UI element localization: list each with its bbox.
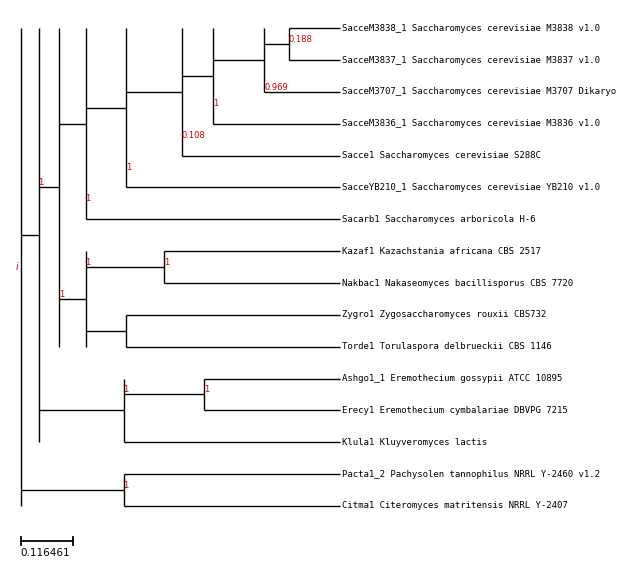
Text: Pacta1_2 Pachysolen tannophilus NRRL Y-2460 v1.2: Pacta1_2 Pachysolen tannophilus NRRL Y-2… xyxy=(342,470,600,479)
Text: SacceM3838_1 Saccharomyces cerevisiae M3838 v1.0: SacceM3838_1 Saccharomyces cerevisiae M3… xyxy=(342,24,600,33)
Text: 0.188: 0.188 xyxy=(289,35,313,44)
Text: 0.116461: 0.116461 xyxy=(20,548,70,558)
Text: Torde1 Torulaspora delbrueckii CBS 1146: Torde1 Torulaspora delbrueckii CBS 1146 xyxy=(342,342,552,351)
Text: 1: 1 xyxy=(164,258,169,267)
Text: Citma1 Citeromyces matritensis NRRL Y-2407: Citma1 Citeromyces matritensis NRRL Y-24… xyxy=(342,501,568,511)
Text: Kazaf1 Kazachstania africana CBS 2517: Kazaf1 Kazachstania africana CBS 2517 xyxy=(342,247,541,256)
Text: SacceM3837_1 Saccharomyces cerevisiae M3837 v1.0: SacceM3837_1 Saccharomyces cerevisiae M3… xyxy=(342,55,600,65)
Text: 1: 1 xyxy=(123,481,129,490)
Text: 0.969: 0.969 xyxy=(264,83,288,92)
Text: Erecy1 Eremothecium cymbalariae DBVPG 7215: Erecy1 Eremothecium cymbalariae DBVPG 72… xyxy=(342,406,568,415)
Text: i: i xyxy=(15,262,19,272)
Text: Sacce1 Saccharomyces cerevisiae S288C: Sacce1 Saccharomyces cerevisiae S288C xyxy=(342,151,541,160)
Text: 1: 1 xyxy=(204,385,209,395)
Text: Nakbac1 Nakaseomyces bacillisporus CBS 7720: Nakbac1 Nakaseomyces bacillisporus CBS 7… xyxy=(342,278,573,288)
Text: SacceYB210_1 Saccharomyces cerevisiae YB210 v1.0: SacceYB210_1 Saccharomyces cerevisiae YB… xyxy=(342,183,600,192)
Text: 1: 1 xyxy=(126,162,131,171)
Text: 1: 1 xyxy=(38,178,44,187)
Text: Zygro1 Zygosaccharomyces rouxii CBS732: Zygro1 Zygosaccharomyces rouxii CBS732 xyxy=(342,310,547,319)
Text: Sacarb1 Saccharomyces arboricola H-6: Sacarb1 Saccharomyces arboricola H-6 xyxy=(342,215,536,224)
Text: 0.108: 0.108 xyxy=(181,131,205,140)
Text: 1: 1 xyxy=(123,385,129,395)
Text: 1: 1 xyxy=(86,258,91,267)
Text: 1: 1 xyxy=(86,194,91,203)
Text: 1: 1 xyxy=(213,99,218,108)
Text: Klula1 Kluyveromyces lactis: Klula1 Kluyveromyces lactis xyxy=(342,438,487,447)
Text: 1: 1 xyxy=(59,290,64,299)
Text: SacceM3707_1 Saccharomyces cerevisiae M3707 Dikaryon: SacceM3707_1 Saccharomyces cerevisiae M3… xyxy=(342,87,617,96)
Text: SacceM3836_1 Saccharomyces cerevisiae M3836 v1.0: SacceM3836_1 Saccharomyces cerevisiae M3… xyxy=(342,119,600,128)
Text: Ashgo1_1 Eremothecium gossypii ATCC 10895: Ashgo1_1 Eremothecium gossypii ATCC 1089… xyxy=(342,374,563,383)
